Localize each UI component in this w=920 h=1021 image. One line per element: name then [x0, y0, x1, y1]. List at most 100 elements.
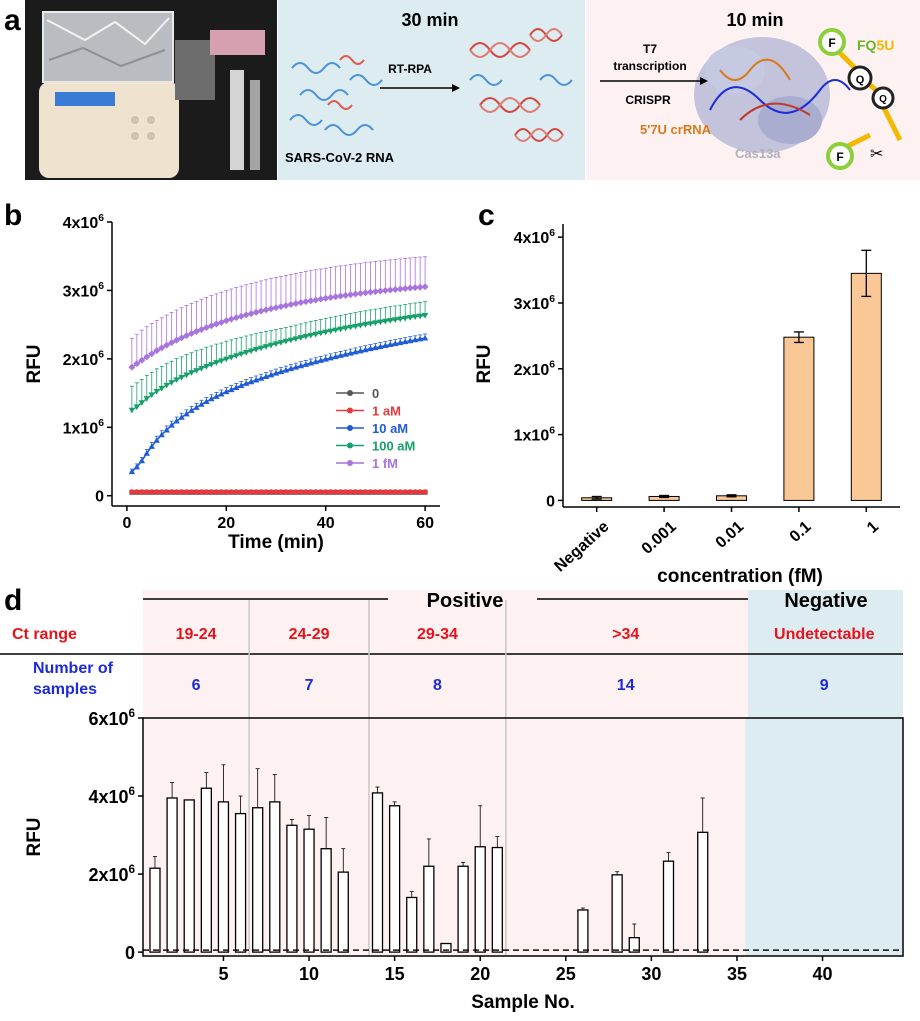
data-point: [183, 489, 190, 495]
data-point: [322, 329, 329, 336]
data-point: [313, 489, 319, 495]
rna-strands-illustration: [289, 55, 383, 136]
panel-letter-c: c: [478, 199, 495, 232]
step2-line2: transcription: [613, 59, 686, 73]
fluor-letter: F: [828, 36, 835, 50]
data-point: [173, 377, 180, 384]
y-tick-label-mantissa: 6x10: [88, 709, 128, 729]
data-point: [342, 489, 349, 495]
bar-sample-14: [371, 792, 384, 953]
data-point: [158, 431, 165, 438]
bar-sample-18: [440, 942, 452, 953]
data-point: [198, 366, 205, 372]
data-point: [153, 388, 160, 395]
data-point: [372, 489, 379, 495]
data-point: [416, 313, 424, 320]
x-tick-label: 10: [299, 964, 319, 984]
data-point: [337, 326, 344, 333]
data-point: [382, 489, 389, 495]
data-point: [268, 489, 274, 495]
data-point: [322, 355, 329, 362]
data-point: [282, 366, 290, 373]
device-photo: [25, 0, 277, 180]
data-point: [248, 489, 254, 495]
data-point: [188, 329, 196, 337]
y-tick-label-exponent: 6: [549, 228, 555, 239]
data-point: [228, 354, 235, 361]
data-point: [362, 322, 369, 328]
data-point: [228, 386, 235, 393]
x-tick-label: 30: [641, 964, 661, 984]
data-point: [203, 398, 210, 405]
data-point: [327, 354, 334, 361]
data-point: [188, 407, 195, 413]
data-point: [371, 288, 379, 296]
data-point: [237, 312, 245, 320]
data-point: [128, 363, 136, 371]
data-point: [366, 288, 374, 296]
data-point: [327, 328, 334, 335]
data-point: [193, 489, 200, 495]
data-point: [332, 353, 339, 360]
data-point: [238, 382, 245, 388]
y-tick-label: 4x106: [514, 228, 556, 247]
quencher-icon: [847, 65, 873, 91]
data-point: [173, 489, 180, 495]
data-point: [247, 310, 255, 318]
data-point: [257, 375, 265, 381]
data-point: [397, 316, 404, 323]
series-line: [131, 286, 426, 368]
x-tick-label: 0: [122, 515, 131, 532]
data-point: [277, 368, 285, 375]
data-point: [392, 340, 399, 347]
data-point: [342, 291, 350, 299]
y-axis-title: RFU: [24, 817, 45, 856]
data-point: [377, 319, 384, 326]
y-tick-label: 3x106: [514, 294, 556, 313]
data-point: [397, 489, 403, 495]
data-point: [416, 283, 424, 291]
data-point: [407, 489, 413, 495]
y-tick-label-exponent: 6: [98, 213, 104, 224]
data-point: [402, 338, 409, 345]
negative-plot-bg: [745, 718, 903, 956]
series-2: [128, 333, 429, 475]
data-point: [163, 426, 170, 433]
data-point: [283, 489, 289, 495]
data-point: [347, 349, 354, 356]
data-point: [133, 404, 141, 411]
y-axis-title: RFU: [474, 344, 495, 383]
data-point: [411, 314, 419, 321]
cas13a-illustration: [694, 37, 851, 153]
data-point: [392, 489, 398, 495]
data-point: [322, 294, 330, 302]
data-point: [168, 489, 175, 495]
step1-method: RT-RPA: [388, 62, 432, 76]
reporter-label-fq: FQ: [857, 37, 877, 53]
data-point: [128, 468, 136, 475]
bar-4: [850, 272, 882, 501]
data-point: [138, 356, 146, 364]
data-point: [402, 315, 409, 322]
fluor-letter: F: [836, 150, 843, 164]
data-point: [168, 339, 176, 347]
data-point: [208, 489, 215, 495]
data-point: [396, 285, 404, 293]
sample-count-value: 6: [192, 677, 201, 694]
bar-3: [783, 336, 815, 501]
bar-sample-6: [234, 812, 247, 953]
step2-time: 10 min: [726, 10, 783, 30]
data-point: [312, 296, 320, 304]
data-point: [178, 334, 186, 342]
data-point: [139, 489, 145, 495]
y-tick-label-mantissa: 4x10: [514, 230, 550, 247]
y-tick-label-exponent: 6: [549, 294, 555, 305]
data-point: [292, 300, 300, 308]
bar-sample-17: [423, 865, 435, 953]
step2-line1: T7: [643, 42, 657, 56]
data-point: [143, 353, 151, 361]
legend-marker: [347, 460, 353, 466]
x-tick-label: 40: [317, 515, 335, 532]
